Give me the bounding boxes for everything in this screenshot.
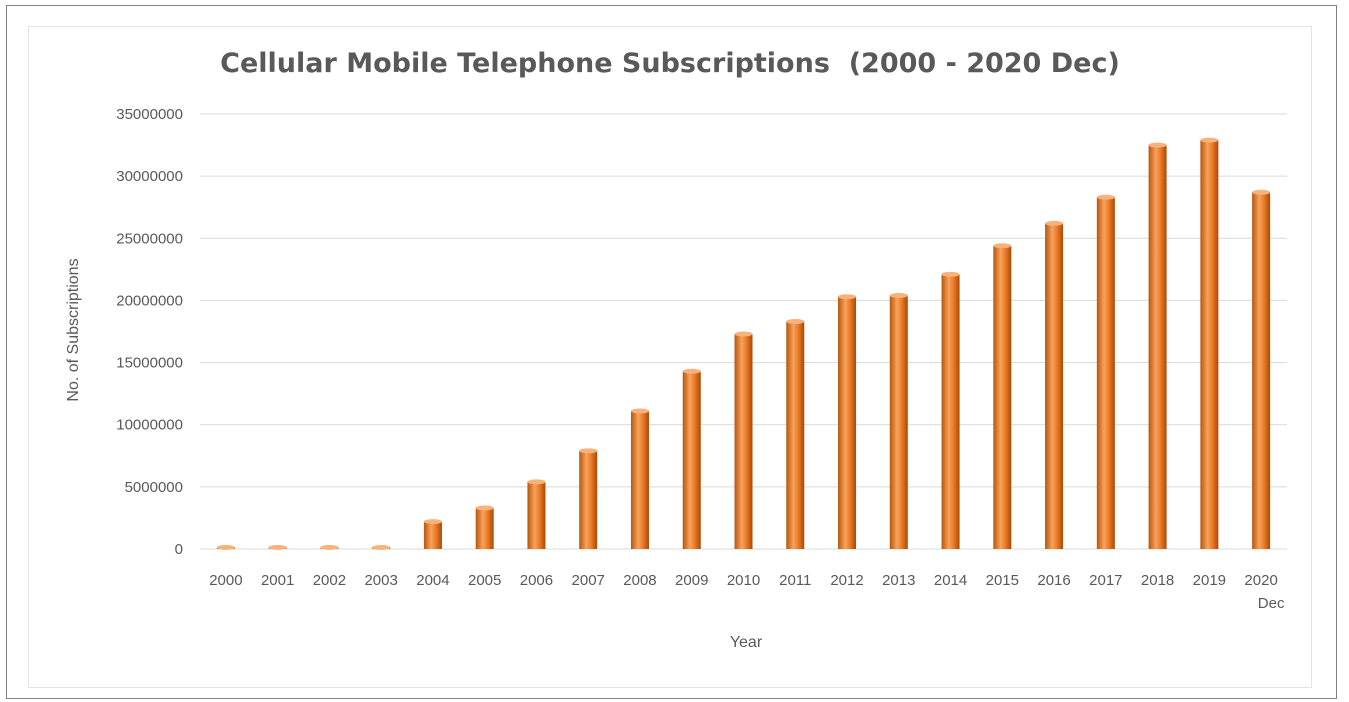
y-axis-ticks: 0 5000000 10000000 15000000 20000000 25000000… (116, 106, 183, 558)
y-tick-label: 5000000 (125, 479, 183, 496)
y-axis-title: No. of Subscriptions (65, 258, 82, 401)
y-tick-label: 0 (175, 541, 183, 558)
bar-2007 (579, 450, 598, 549)
bar-cap (838, 294, 857, 300)
x-tick-label: 2014 (934, 572, 967, 589)
bar-2018 (1148, 145, 1167, 550)
bar-cap (1096, 194, 1115, 200)
chart-title: Cellular Mobile Telephone Subscriptions … (220, 48, 1120, 79)
bar-2013 (889, 295, 908, 549)
bar-cap (1252, 189, 1271, 195)
bar-cap (1045, 220, 1064, 226)
bar-2016 (1045, 223, 1064, 549)
y-tick-label: 25000000 (116, 230, 183, 247)
bar-cap (579, 448, 598, 454)
x-tick-label: 2015 (986, 572, 1019, 589)
bar-cap (682, 368, 701, 374)
x-tick-label: 2019 (1193, 572, 1226, 589)
bar-2011 (786, 321, 805, 549)
x-tick-label: 2008 (623, 572, 656, 589)
bars (216, 137, 1271, 550)
bar-cap (423, 519, 442, 525)
bar-2019 (1200, 140, 1219, 549)
x-tick-label: 2011 (779, 572, 811, 589)
x-tick-label: 2010 (727, 572, 760, 589)
y-tick-label: 35000000 (116, 106, 183, 123)
bar-cap (889, 292, 908, 298)
bar-cap (475, 505, 494, 511)
y-tick-label: 30000000 (116, 168, 183, 185)
bar-2017 (1096, 197, 1115, 549)
bar-2010 (734, 333, 753, 549)
bar-2009 (682, 371, 701, 549)
bar-2012 (838, 296, 857, 549)
bar-cap (630, 408, 649, 414)
bar-cap (527, 479, 546, 485)
x-tick-label: 2009 (675, 572, 708, 589)
bar-2008 (630, 411, 649, 549)
bar-cap (786, 319, 805, 325)
bar-2014 (941, 274, 960, 549)
x-tick-label: 2020 Dec (1244, 572, 1285, 612)
bar-2015 (993, 245, 1012, 549)
x-axis-title: Year (730, 634, 763, 651)
x-tick-label: 2013 (882, 572, 915, 589)
x-tick-label: 2004 (416, 572, 449, 589)
bar-cap (320, 545, 339, 550)
y-tick-label: 15000000 (116, 355, 183, 372)
x-tick-label: 2007 (572, 572, 605, 589)
bar-cap (216, 545, 235, 550)
bar-cap (993, 243, 1012, 249)
bar-2004 (423, 521, 442, 549)
x-tick-label: 2001 (261, 572, 294, 589)
x-tick-label: 2016 (1037, 572, 1070, 589)
x-tick-label: 2000 (209, 572, 242, 589)
bar-2005 (475, 507, 494, 549)
bar-2020-dec (1252, 192, 1271, 550)
x-tick-label: 2012 (830, 572, 863, 589)
bar-cap (1148, 142, 1167, 148)
x-tick-label: 2017 (1089, 572, 1122, 589)
outer-frame (6, 5, 1337, 699)
chart-area-frame (28, 26, 1312, 688)
x-tick-label: 2018 (1141, 572, 1174, 589)
bar-cap (1200, 137, 1219, 143)
bar-cap (941, 271, 960, 277)
x-tick-label: 2002 (313, 572, 346, 589)
bar-cap (372, 545, 391, 550)
bar-2006 (527, 481, 546, 549)
x-tick-label: 2006 (520, 572, 553, 589)
y-tick-label: 20000000 (116, 292, 183, 309)
x-axis-ticks: 2000 2001 2002 2003 2004 2005 2006 2007 2008 2009… (209, 572, 1285, 612)
bar-cap (734, 331, 753, 337)
x-tick-label: 2005 (468, 572, 501, 589)
bar-cap (268, 545, 287, 550)
x-tick-label: 2003 (364, 572, 397, 589)
y-tick-label: 10000000 (116, 417, 183, 434)
